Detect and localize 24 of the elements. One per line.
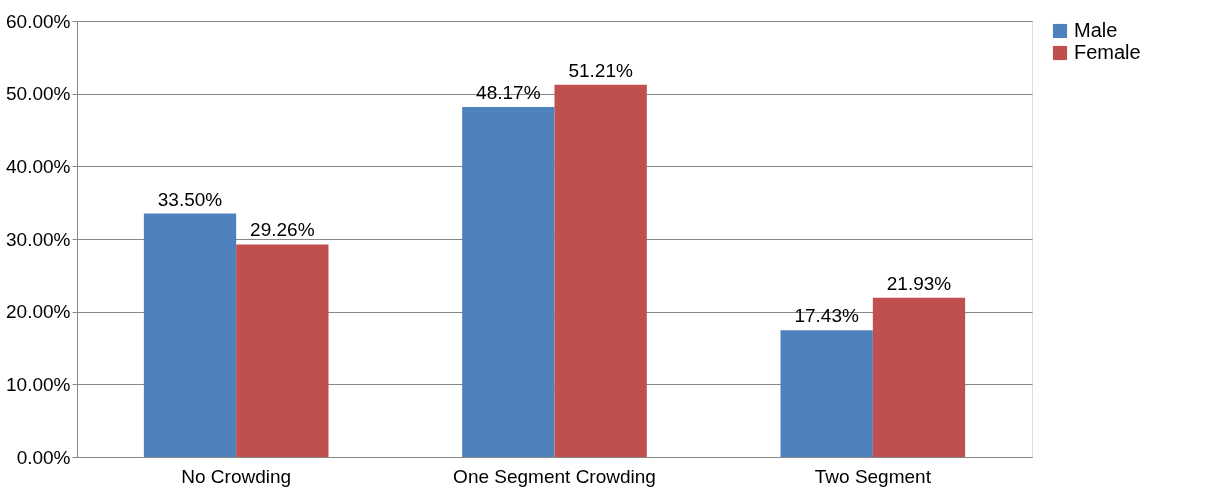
- x-tick-label: No Crowding: [181, 465, 292, 487]
- data-label: 48.17%: [476, 81, 541, 103]
- x-tick-label: One Segment Crowding: [453, 465, 656, 487]
- x-tick-label: Two Segment: [814, 465, 932, 487]
- legend-label: Female: [1074, 41, 1141, 63]
- y-tick-label: 0.00%: [16, 446, 71, 468]
- y-tick-label: 60.00%: [6, 10, 71, 32]
- y-tick-label: 20.00%: [6, 301, 71, 323]
- bar: [143, 213, 237, 457]
- legend-label: Male: [1074, 19, 1118, 41]
- bar: [462, 106, 555, 457]
- bar: [554, 84, 647, 457]
- data-label: 29.26%: [250, 219, 315, 241]
- bar: [236, 244, 329, 457]
- y-tick-label: 50.00%: [6, 83, 71, 105]
- data-label: 33.50%: [157, 188, 223, 210]
- data-label: 21.93%: [886, 272, 952, 294]
- bar: [872, 297, 966, 457]
- y-tick-label: 10.00%: [6, 373, 71, 395]
- y-tick-label: 30.00%: [6, 228, 71, 250]
- y-tick-label: 40.00%: [6, 155, 71, 177]
- bar: [780, 330, 873, 457]
- data-label: 51.21%: [568, 59, 633, 81]
- data-label: 17.43%: [794, 305, 859, 327]
